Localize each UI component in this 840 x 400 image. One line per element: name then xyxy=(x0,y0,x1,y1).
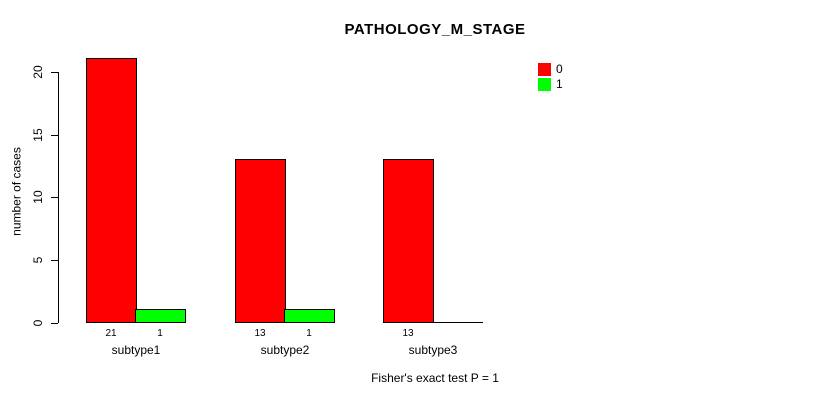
bar-count-label: 13 xyxy=(402,328,414,339)
bar-subtype3-0 xyxy=(383,159,434,323)
y-axis-tick xyxy=(51,260,58,261)
plot-area: 0 5 10 15 20 21 1 subtype1 13 1 subtype2 13 subtype3 xyxy=(31,50,485,357)
category-label-subtype1: subtype1 xyxy=(111,343,161,357)
y-axis-tick-label: 0 xyxy=(31,319,45,327)
bar-count-label: 13 xyxy=(254,328,266,339)
legend-swatch-1 xyxy=(538,78,551,91)
y-axis-tick xyxy=(51,135,58,136)
y-axis-tick xyxy=(51,323,58,324)
bar-subtype1-1 xyxy=(135,309,186,323)
legend-label: 1 xyxy=(556,77,563,91)
y-axis-tick-label: 5 xyxy=(31,256,45,264)
bar-subtype2-0 xyxy=(235,159,286,323)
legend-entry-1: 1 xyxy=(538,77,563,92)
category-label-subtype2: subtype2 xyxy=(260,343,310,357)
y-axis-tick xyxy=(51,72,58,73)
bar-subtype1-0 xyxy=(86,58,137,323)
fisher-test-annotation: Fisher's exact test P = 1 xyxy=(371,371,499,385)
bar-subtype3-1 xyxy=(432,322,483,323)
y-axis-tick xyxy=(51,197,58,198)
y-axis-line xyxy=(58,72,59,323)
chart-title: PATHOLOGY_M_STAGE xyxy=(344,21,526,38)
y-axis-tick-label: 10 xyxy=(31,190,45,204)
y-axis-tick-label: 20 xyxy=(31,65,45,79)
bar-count-label: 1 xyxy=(306,328,312,339)
legend-entry-0: 0 xyxy=(538,62,563,77)
legend-swatch-0 xyxy=(538,63,551,76)
bar-subtype2-1 xyxy=(284,309,335,323)
bar-count-label: 21 xyxy=(105,328,117,339)
y-axis-tick-label: 15 xyxy=(31,128,45,142)
y-axis-label: number of cases xyxy=(9,147,24,236)
bar-count-label: 1 xyxy=(157,328,163,339)
legend-label: 0 xyxy=(556,62,563,76)
category-label-subtype3: subtype3 xyxy=(408,343,458,357)
